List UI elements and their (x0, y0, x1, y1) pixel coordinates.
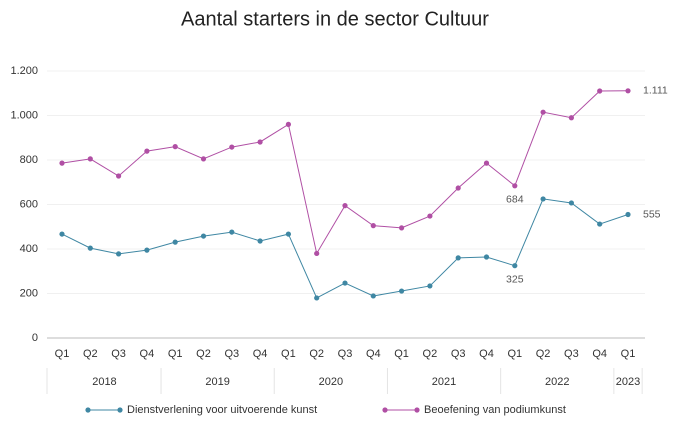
data-point (399, 225, 405, 231)
chart-title: Aantal starters in de sector Cultuur (181, 8, 489, 30)
y-tick-label: 600 (20, 198, 38, 210)
data-point (87, 156, 93, 162)
x-tick-label: Q4 (253, 348, 268, 360)
x-tick-label: Q2 (309, 348, 324, 360)
group-label: 2018 (92, 376, 116, 388)
x-tick-label: Q2 (196, 348, 211, 360)
data-point (568, 115, 575, 121)
legend-marker (85, 407, 91, 413)
data-point (200, 156, 207, 162)
data-point (427, 283, 433, 289)
x-tick-label: Q2 (536, 348, 551, 360)
data-label: 684 (506, 194, 524, 206)
legend-label: Beoefening van podiumkunst (424, 404, 566, 416)
data-point (483, 160, 490, 166)
data-point (116, 173, 122, 179)
data-point (229, 144, 235, 150)
x-tick-label: Q4 (366, 348, 381, 360)
x-tick-label: Q3 (338, 348, 353, 360)
data-point (116, 251, 122, 257)
legend-marker (382, 407, 388, 413)
data-point (314, 250, 320, 257)
data-point (512, 263, 518, 269)
data-point (455, 255, 461, 261)
y-tick-label: 1.000 (10, 109, 38, 121)
y-tick-label: 400 (20, 243, 38, 255)
data-point (314, 295, 320, 301)
data-point (172, 144, 178, 150)
x-tick-label: Q2 (423, 348, 438, 360)
data-point (512, 183, 518, 189)
x-tick-label: Q2 (83, 348, 98, 360)
data-point (59, 231, 65, 237)
group-label: 2019 (205, 376, 229, 388)
y-tick-label: 1.200 (10, 65, 38, 77)
group-label: 2020 (319, 376, 343, 388)
x-tick-label: Q4 (479, 348, 494, 360)
x-tick-label: Q3 (564, 348, 579, 360)
data-point (144, 148, 150, 154)
x-tick-label: Q3 (224, 348, 239, 360)
data-point (87, 245, 93, 251)
y-tick-label: 800 (20, 154, 38, 166)
data-point (540, 109, 546, 115)
x-tick-label: Q4 (592, 348, 607, 360)
x-tick-label: Q1 (394, 348, 409, 360)
legend-marker (117, 407, 123, 413)
legend-marker (414, 407, 420, 413)
data-point (200, 233, 207, 239)
data-point (257, 238, 263, 244)
x-tick-label: Q1 (55, 348, 70, 360)
data-point (568, 200, 575, 206)
x-tick-label: Q1 (507, 348, 522, 360)
data-point (59, 160, 65, 166)
data-point (427, 213, 433, 219)
data-point (597, 88, 603, 94)
x-tick-label: Q1 (168, 348, 183, 360)
y-tick-label: 200 (20, 287, 38, 299)
data-point (625, 88, 631, 94)
data-point (172, 239, 178, 245)
data-point (483, 254, 490, 260)
group-label: 2022 (545, 376, 569, 388)
x-tick-label: Q3 (111, 348, 126, 360)
data-point (370, 293, 376, 299)
x-tick-label: Q1 (281, 348, 296, 360)
data-point (144, 247, 150, 253)
data-point (342, 280, 348, 286)
data-point (597, 221, 603, 227)
data-point (399, 288, 405, 294)
x-tick-label: Q1 (621, 348, 636, 360)
data-point (285, 121, 291, 127)
data-point (257, 139, 263, 145)
x-tick-label: Q4 (140, 348, 155, 360)
data-point (540, 196, 546, 202)
x-tick-label: Q3 (451, 348, 466, 360)
data-label: 555 (643, 208, 661, 220)
y-tick-label: 0 (32, 332, 38, 344)
data-point (285, 231, 291, 237)
data-point (342, 203, 348, 209)
legend-label: Dienstverlening voor uitvoerende kunst (127, 404, 317, 416)
data-label: 325 (506, 273, 524, 285)
data-point (229, 229, 235, 235)
data-point (455, 185, 461, 191)
group-label: 2021 (432, 376, 456, 388)
data-label: 1.111 (643, 85, 668, 97)
data-point (625, 211, 631, 218)
group-label: 2023 (616, 376, 640, 388)
data-point (370, 223, 376, 229)
